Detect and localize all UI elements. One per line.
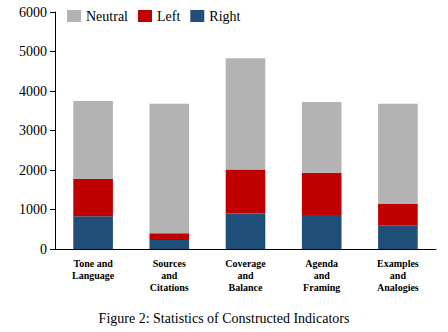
svg-text:and: and: [314, 270, 331, 281]
svg-text:Analogies: Analogies: [377, 282, 419, 293]
svg-text:Left: Left: [157, 9, 180, 24]
svg-text:and: and: [161, 270, 178, 281]
svg-text:5000: 5000: [19, 44, 47, 59]
svg-text:Framing: Framing: [303, 282, 340, 293]
svg-text:and: and: [390, 270, 407, 281]
svg-text:Figure 2: Statistics of Constr: Figure 2: Statistics of Constructed Indi…: [99, 311, 350, 326]
svg-text:Citations: Citations: [150, 282, 189, 293]
svg-text:Coverage: Coverage: [225, 258, 266, 269]
svg-text:Balance: Balance: [229, 282, 263, 293]
svg-text:2000: 2000: [19, 163, 47, 178]
svg-text:6000: 6000: [19, 5, 47, 20]
svg-text:Agenda: Agenda: [305, 258, 338, 269]
svg-text:0: 0: [40, 242, 47, 257]
svg-text:3000: 3000: [19, 123, 47, 138]
svg-text:Tone and: Tone and: [73, 258, 113, 269]
svg-text:Sources: Sources: [153, 258, 186, 269]
svg-text:Examples: Examples: [377, 258, 419, 269]
svg-text:Right: Right: [209, 9, 240, 24]
svg-text:4000: 4000: [19, 84, 47, 99]
svg-text:1000: 1000: [19, 202, 47, 217]
svg-text:Neutral: Neutral: [86, 9, 128, 24]
svg-text:and: and: [237, 270, 254, 281]
svg-text:Language: Language: [72, 270, 115, 281]
